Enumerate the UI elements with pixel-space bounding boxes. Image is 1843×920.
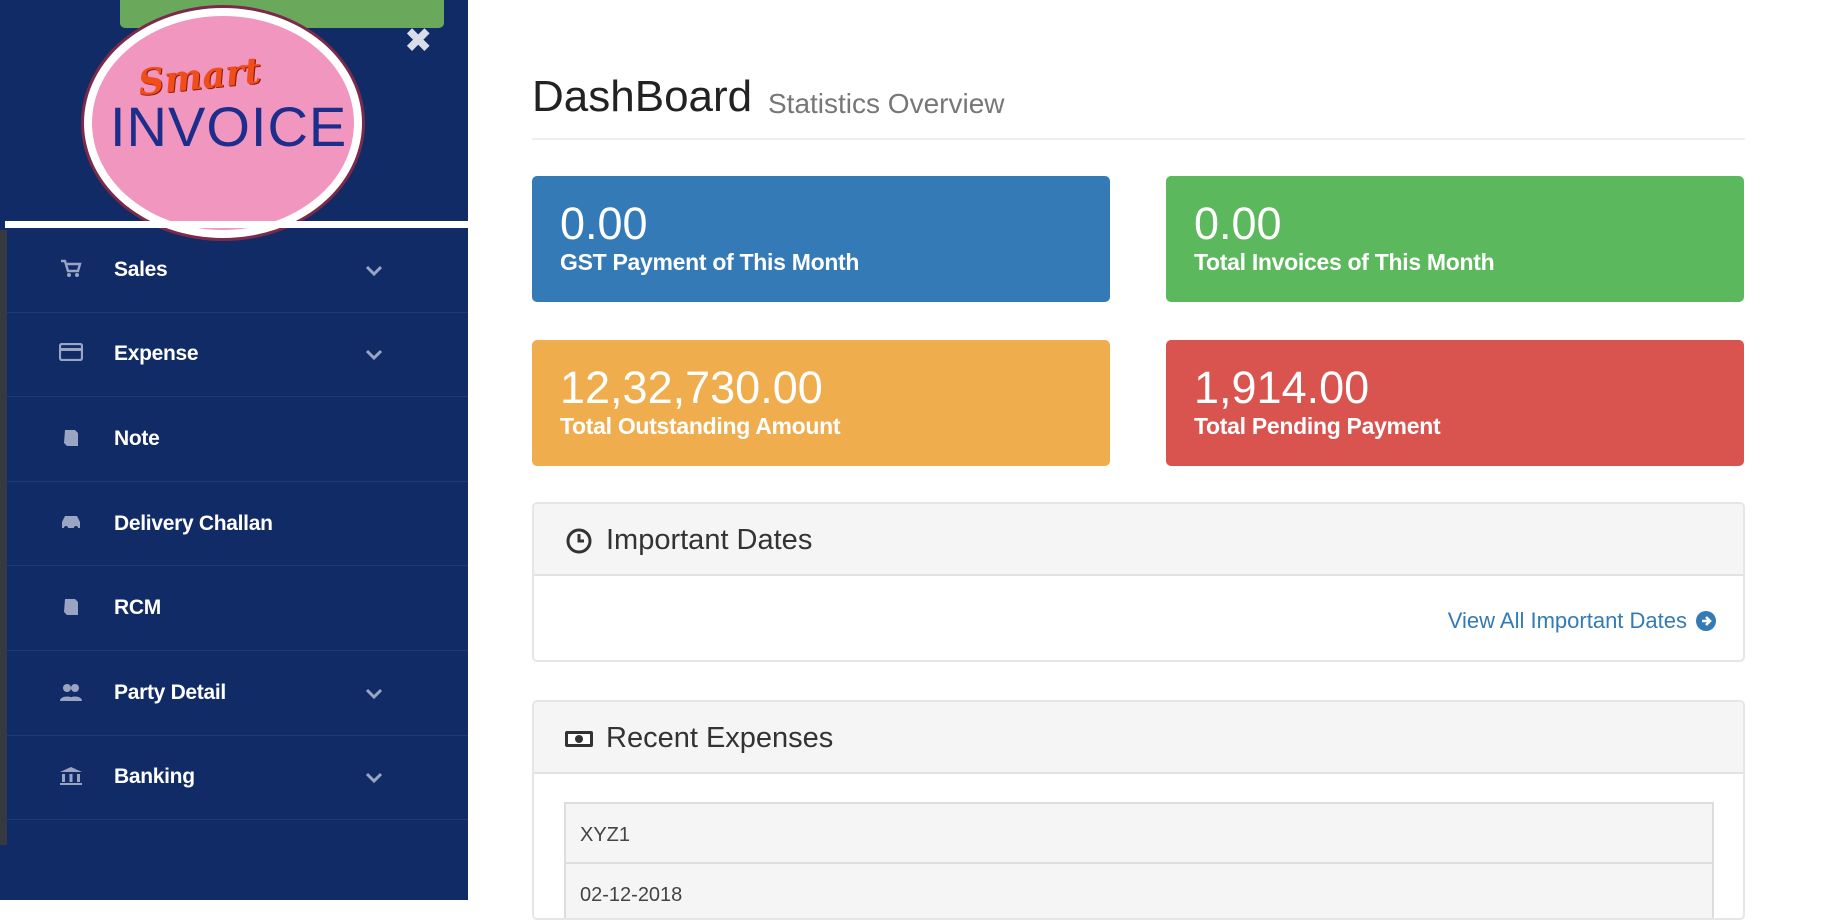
sidebar-item-label: Expense: [114, 342, 199, 366]
link-label: View All Important Dates: [1447, 608, 1687, 633]
sidebar-nav: Sales Expense Note Delivery Challan: [7, 228, 468, 821]
stat-card-pending-payment[interactable]: 1,914.00 Total Pending Payment: [1166, 340, 1744, 466]
sidebar-item-note[interactable]: Note: [7, 397, 468, 482]
stat-card-gst-payment[interactable]: 0.00 GST Payment of This Month: [532, 176, 1110, 302]
list-item[interactable]: XYZ1: [566, 804, 1712, 864]
bank-icon: [58, 766, 84, 788]
close-icon[interactable]: ✖: [404, 21, 433, 61]
sidebar-item-party-detail[interactable]: Party Detail: [7, 651, 468, 736]
recent-expenses-panel: Recent Expenses XYZ1 02-12-2018: [532, 700, 1745, 920]
chevron-down-icon[interactable]: [361, 680, 387, 706]
stat-caption: GST Payment of This Month: [560, 249, 860, 275]
stat-caption: Total Outstanding Amount: [560, 413, 841, 439]
brand-logo[interactable]: Smart INVOICE: [84, 8, 362, 238]
chevron-down-icon[interactable]: [361, 764, 387, 790]
stat-value: 1,914.00: [1194, 362, 1370, 413]
sidebar-item-rcm[interactable]: RCM: [7, 566, 468, 651]
sidebar-divider: [5, 221, 468, 228]
sidebar-item-expense[interactable]: Expense: [7, 313, 468, 398]
clock-icon: [564, 526, 594, 556]
brand-name: INVOICE: [110, 95, 348, 158]
credit-card-icon: [58, 343, 84, 365]
panel-heading: Important Dates: [534, 504, 1743, 576]
important-dates-panel: Important Dates View All Important Dates: [532, 502, 1745, 662]
expense-list: XYZ1 02-12-2018: [564, 802, 1714, 918]
page-subtitle: Statistics Overview: [768, 88, 1005, 119]
note-icon: [58, 428, 84, 450]
arrow-circle-right-icon: [1695, 610, 1717, 632]
page-title: DashBoard: [532, 72, 753, 121]
list-item-text: 02-12-2018: [580, 884, 683, 906]
list-item[interactable]: 02-12-2018: [566, 864, 1712, 918]
chevron-down-icon[interactable]: [361, 341, 387, 367]
car-icon: [58, 513, 84, 535]
cart-icon: [58, 259, 84, 281]
sidebar-item-label: Delivery Challan: [114, 511, 273, 535]
sidebar-item-label: Party Detail: [114, 680, 226, 704]
stat-card-outstanding-amount[interactable]: 12,32,730.00 Total Outstanding Amount: [532, 340, 1110, 466]
panel-title: Important Dates: [606, 524, 813, 556]
page-header: DashBoard Statistics Overview: [532, 70, 1745, 140]
stat-card-total-invoices[interactable]: 0.00 Total Invoices of This Month: [1166, 176, 1744, 302]
panel-heading: Recent Expenses: [534, 702, 1743, 774]
sidebar-item-label: Sales: [114, 257, 168, 281]
sidebar: Smart INVOICE ✖ Sales Expense Note: [0, 0, 468, 900]
stat-caption: Total Invoices of This Month: [1194, 249, 1495, 275]
stat-value: 12,32,730.00: [560, 362, 823, 413]
users-icon: [58, 682, 84, 704]
money-icon: [564, 724, 594, 754]
sidebar-item-label: RCM: [114, 596, 161, 620]
panel-title: Recent Expenses: [606, 722, 834, 754]
view-all-important-dates-link[interactable]: View All Important Dates: [1448, 608, 1717, 634]
stat-caption: Total Pending Payment: [1194, 413, 1441, 439]
sidebar-item-banking[interactable]: Banking: [7, 736, 468, 821]
list-item-text: XYZ1: [580, 824, 631, 846]
note-icon: [58, 597, 84, 619]
sidebar-item-sales[interactable]: Sales: [7, 228, 468, 313]
chevron-down-icon[interactable]: [361, 257, 387, 283]
sidebar-item-label: Note: [114, 426, 160, 450]
sidebar-item-delivery-challan[interactable]: Delivery Challan: [7, 482, 468, 567]
stat-value: 0.00: [560, 198, 648, 249]
sidebar-item-label: Banking: [114, 765, 195, 789]
stat-value: 0.00: [1194, 198, 1282, 249]
sidebar-edge: [0, 230, 7, 845]
